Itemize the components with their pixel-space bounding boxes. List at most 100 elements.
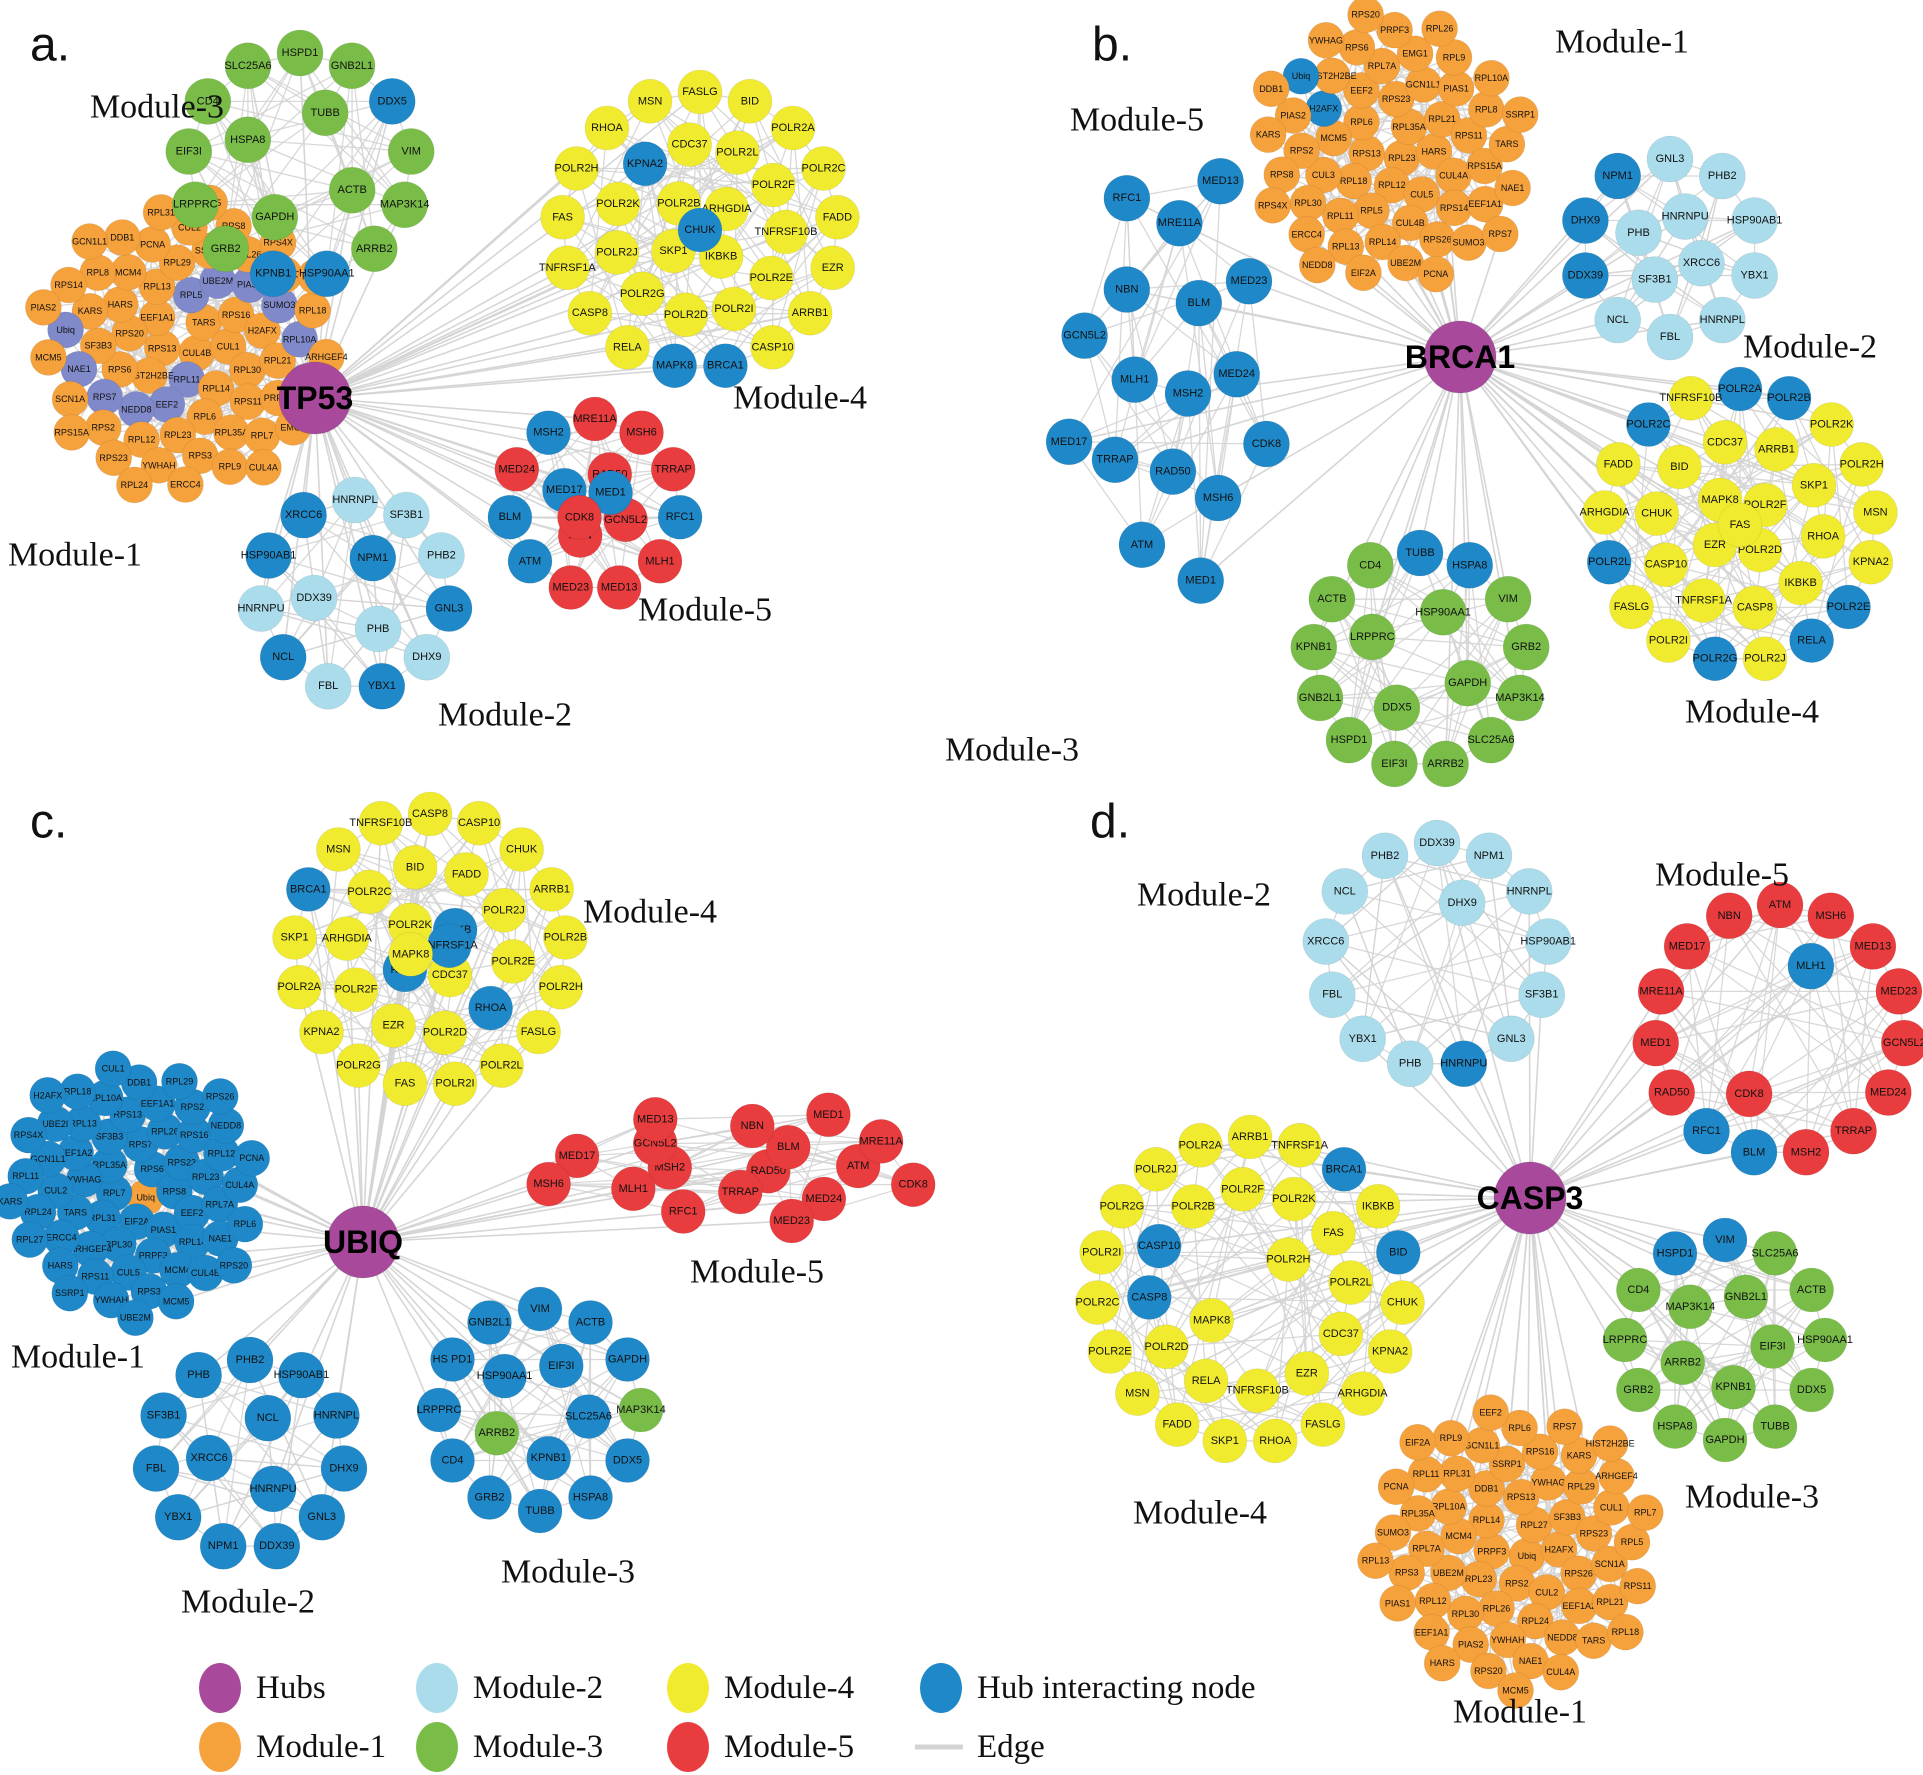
edge: [1728, 915, 1855, 1132]
node-RHOA: [584, 105, 630, 151]
node-label: POLR2D: [664, 309, 708, 321]
node-MED17: [1663, 923, 1711, 970]
node-label: FADD: [1163, 1419, 1192, 1431]
hub-edge: [314, 397, 450, 609]
edge: [1101, 1251, 1289, 1261]
node-label: UBE2I: [42, 1119, 68, 1129]
node-NCL: [259, 633, 307, 681]
node-label: EEF1A1: [1415, 1627, 1449, 1637]
node-label: MED24: [498, 463, 535, 475]
node-KARS: [0, 1183, 29, 1220]
node-label: DDB1: [1259, 84, 1283, 94]
legend-swatch-module4: [667, 1663, 709, 1713]
panel-letter-c: c.: [30, 796, 67, 849]
node-TNFRSF10B: [1235, 1368, 1280, 1413]
node-EIF3I: [1750, 1324, 1795, 1369]
node-label: RPL30: [105, 1239, 133, 1249]
node-label: ARHGDIA: [1580, 507, 1631, 519]
node-label: SLC25A6: [224, 60, 271, 72]
node-FASLG: [516, 1009, 561, 1055]
node-GAPDH: [1444, 659, 1491, 707]
node-PHB2: [418, 532, 465, 579]
edge: [689, 144, 834, 269]
node-label: POLR2H: [554, 163, 598, 175]
node-PCNA: [1417, 255, 1455, 293]
node-label: RELA: [613, 341, 642, 353]
node-label: LRPPRC: [1603, 1334, 1648, 1346]
node-MAPK8: [1189, 1298, 1234, 1343]
node-SF3B1: [1518, 971, 1565, 1019]
node-label: EIF3I: [1381, 758, 1407, 770]
node-label: GCN1L1: [31, 1154, 66, 1164]
edge: [1313, 646, 1468, 684]
node-POLR2F: [333, 967, 379, 1013]
node-NCL: [1594, 296, 1641, 344]
node-FAS: [382, 1061, 428, 1106]
node-label: EEF1A1: [1468, 199, 1502, 209]
edge: [1199, 1144, 1342, 1335]
node-DDX39: [1413, 819, 1461, 867]
node-label: HIST2H2BE: [1308, 71, 1357, 81]
node-TRRAP: [650, 446, 696, 492]
node-label: POLR2I: [1649, 635, 1688, 647]
node-RPS23: [95, 439, 132, 477]
node-label: RPL12: [1419, 1596, 1447, 1606]
node-label: EZR: [1296, 1368, 1318, 1380]
node-label: RPL24: [1522, 1616, 1550, 1626]
edge: [1748, 904, 1781, 1095]
node-label: RPS3: [137, 1286, 161, 1296]
node-label: RPL35A: [215, 428, 249, 438]
node-DHX9: [320, 1445, 368, 1492]
node-label: CHUK: [1387, 1297, 1419, 1309]
node-label: RHOA: [1259, 1435, 1291, 1447]
node-label: MRE11A: [1158, 217, 1202, 229]
node-label: MED13: [637, 1113, 674, 1125]
node-MSN: [316, 827, 361, 872]
node-label: SKP1: [281, 932, 309, 944]
legend-label: Module-2: [473, 1670, 603, 1706]
node-label: CUL4A: [225, 1180, 254, 1190]
node-RPL24: [1517, 1602, 1554, 1640]
node-label: DDX5: [378, 95, 407, 107]
node-label: MCM5: [35, 352, 62, 362]
legend-swatch-module2: [416, 1663, 458, 1713]
node-label: NEDD8: [121, 404, 152, 414]
edge: [438, 1409, 628, 1462]
node-label: CASP10: [1645, 559, 1687, 571]
node-label: RPL23: [164, 430, 192, 440]
node-FBL: [132, 1445, 180, 1492]
node-label: POLR2E: [491, 955, 534, 967]
node-ARHGDIA: [324, 916, 370, 961]
node-label: YWHAG: [1531, 1478, 1565, 1488]
node-HSP90AB1: [1524, 918, 1572, 965]
node-label: RPS6: [140, 1164, 164, 1174]
node-label: POLR2A: [1179, 1139, 1223, 1151]
node-HSP90AB1: [1731, 197, 1778, 244]
node-SKP1: [1791, 462, 1837, 508]
edge: [520, 849, 540, 1033]
node-label: MRE11A: [1639, 985, 1683, 997]
node-H2AFX: [29, 1077, 67, 1114]
node-label: CASP10: [458, 817, 500, 829]
edge: [429, 813, 566, 938]
node-BID: [1657, 444, 1702, 490]
node-KPNA2: [622, 141, 668, 187]
node-BLM: [1175, 279, 1223, 327]
hub-edge: [1459, 356, 1469, 684]
node-label: RPS26: [206, 1091, 235, 1101]
node-label: POLR2C: [801, 163, 845, 175]
node-RELA: [1183, 1358, 1229, 1404]
node-FAS: [1311, 1210, 1356, 1256]
node-label: FBL: [1322, 989, 1342, 1001]
edge: [1419, 552, 1521, 699]
node-SLC25A6: [1467, 716, 1515, 764]
node-YWHAH: [140, 446, 178, 484]
edge: [1325, 941, 1465, 1065]
edge: [1384, 855, 1465, 1064]
node-label: HNRNPL: [1507, 885, 1552, 897]
node-label: Ubiq: [1518, 1551, 1537, 1561]
edge: [1274, 1259, 1290, 1441]
node-ERCC4: [167, 466, 204, 503]
module-label: Module-4: [1133, 1495, 1267, 1532]
node-ARRB1: [1227, 1114, 1273, 1160]
